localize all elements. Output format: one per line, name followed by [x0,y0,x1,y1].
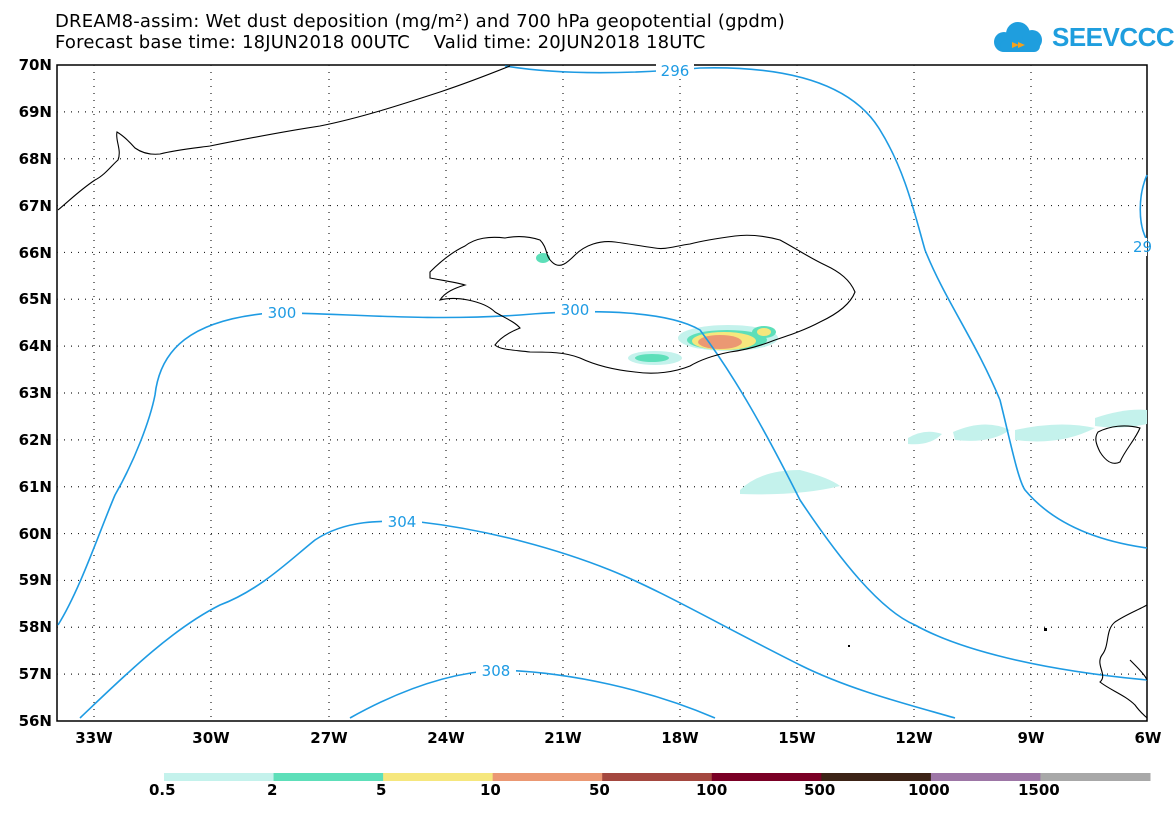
colorbar [164,773,1151,781]
colorbar-swatch [602,773,713,781]
colorbar-swatch [821,773,932,781]
island [1044,628,1047,631]
geopotential-contours [57,65,1148,719]
colorbar-label: 2 [267,781,278,799]
deposition-area [635,354,669,362]
lat-label: 59N [19,571,52,589]
contour-label: 300 [268,304,297,322]
gridlines [57,65,1147,721]
lat-label: 63N [19,384,52,402]
contour-line [57,310,1148,681]
chart-title-line1: DREAM8-assim: Wet dust deposition (mg/m²… [55,11,785,32]
lat-label: 57N [19,665,52,683]
deposition-area [536,253,550,263]
island [848,645,850,647]
lon-label: 9W [1018,729,1045,747]
colorbar-label: 10 [480,781,501,799]
contour-line [1139,174,1148,241]
deposition-area [908,431,942,445]
dust-deposition-areas [536,253,1147,495]
cloud-icon [994,22,1042,52]
colorbar-swatch [492,773,603,781]
coastlines [57,65,1148,719]
colorbar-label: 100 [696,781,728,799]
lat-label: 61N [19,478,52,496]
lat-label: 66N [19,244,52,262]
colorbar-swatch [383,773,494,781]
colorbar-swatch [930,773,1041,781]
lon-label: 12W [895,729,933,747]
lon-label: 21W [544,729,582,747]
contour-line [504,65,1148,549]
lat-label: 70N [19,56,52,74]
lat-label: 60N [19,525,52,543]
seevccc-logo [994,22,1042,52]
lat-label: 64N [19,337,52,355]
lon-label: 6W [1135,729,1162,747]
lat-label: 62N [19,431,52,449]
contour-labels: 296 300 300 304 308 29 [262,62,1152,680]
lat-label: 68N [19,150,52,168]
lat-label: 67N [19,197,52,215]
contour-line [79,520,956,719]
colorbar-swatch [711,773,822,781]
colorbar-label: 50 [589,781,610,799]
contour-label: 296 [661,62,690,80]
colorbar-swatch [1040,773,1151,781]
lat-label: 69N [19,103,52,121]
lon-label: 24W [427,729,465,747]
scotland-coast [1099,604,1148,719]
lon-label: 30W [192,729,230,747]
colorbar-label: 0.5 [149,781,176,799]
lon-label: 18W [661,729,699,747]
contour-label: 29 [1133,238,1152,256]
lon-label: 15W [778,729,816,747]
deposition-area [740,470,840,495]
deposition-area [757,328,771,336]
contour-line [349,669,716,719]
colorbar-swatch [164,773,275,781]
deposition-area [698,335,742,349]
lon-label: 27W [310,729,348,747]
scotland-coast [1129,659,1148,681]
deposition-area [953,424,1010,441]
colorbar-label: 5 [376,781,387,799]
map-frame [56,64,1148,722]
deposition-area [1095,409,1147,428]
chart-title-line2: Forecast base time: 18JUN2018 00UTC Vali… [55,32,706,53]
colorbar-swatch [273,773,384,781]
greenland-coast [57,65,511,211]
deposition-area [1015,424,1095,442]
colorbar-label: 1500 [1018,781,1060,799]
colorbar-label: 1000 [908,781,950,799]
longitude-labels: 33W 30W 27W 24W 21W 18W 15W 12W 9W 6W [75,729,1162,747]
latitude-labels: 70N 69N 68N 67N 66N 65N 64N 63N 62N 61N … [19,56,52,730]
logo-text: SEEVCCC [1052,22,1175,52]
lat-label: 58N [19,618,52,636]
contour-label: 308 [482,662,511,680]
faroe-coast [1095,425,1141,464]
contour-label: 300 [561,301,590,319]
lat-label: 56N [19,712,52,730]
lon-label: 33W [75,729,113,747]
iceland-coast [429,234,856,374]
contour-label: 304 [388,513,417,531]
colorbar-label: 500 [804,781,836,799]
lat-label: 65N [19,290,52,308]
